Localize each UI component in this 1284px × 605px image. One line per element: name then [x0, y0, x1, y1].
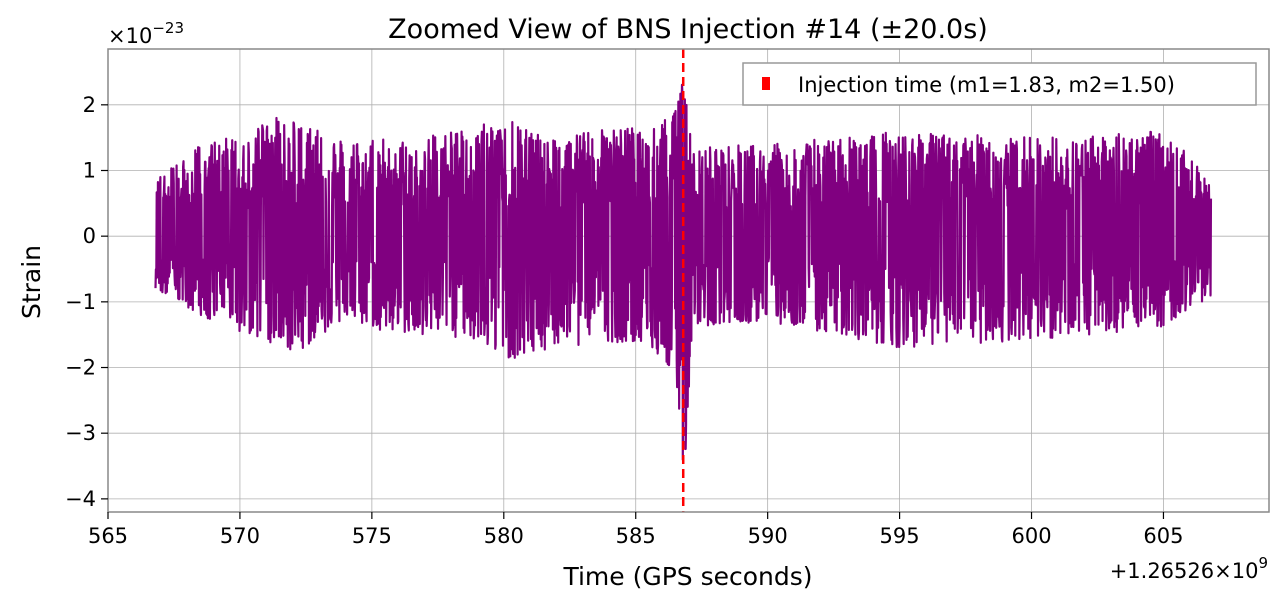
chart-title: Zoomed View of BNS Injection #14 (±20.0s… [388, 14, 988, 45]
x-offset-base: +1.26526×10 [1110, 559, 1259, 583]
y-tick-label: −2 [65, 356, 96, 380]
x-offset-exponent: 9 [1258, 554, 1268, 572]
legend-marker-swatch [762, 77, 770, 90]
y-tick-label: 0 [83, 224, 96, 248]
legend-entry-injection: Injection time (m1=1.83, m2=1.50) [798, 73, 1175, 97]
x-tick-label: 605 [1143, 524, 1183, 548]
y-scale-factor: ×10−23 [108, 19, 184, 48]
x-axis-label: Time (GPS seconds) [562, 562, 812, 591]
y-tick-label: −4 [65, 487, 96, 511]
y-tick-label: 1 [83, 158, 96, 182]
y-axis-label: Strain [17, 245, 46, 319]
y-scale-exponent: −23 [152, 19, 184, 37]
plot-frame [107, 48, 1270, 513]
x-tick-label: 570 [220, 524, 260, 548]
x-tick-label: 580 [484, 524, 524, 548]
x-tick-label: 590 [748, 524, 788, 548]
x-axis-ticks: 565 570 575 580 585 590 595 600 605 [88, 512, 1184, 548]
legend-box [742, 62, 1257, 106]
legend: Injection time (m1=1.83, m2=1.50) [742, 62, 1257, 106]
y-axis-ticks: 2 1 0 −1 −2 −3 −4 [65, 93, 108, 511]
x-tick-label: 575 [352, 524, 392, 548]
x-tick-label: 600 [1011, 524, 1051, 548]
x-tick-label: 585 [616, 524, 656, 548]
y-tick-label: −3 [65, 421, 96, 445]
y-scale-base: ×10 [108, 24, 152, 48]
y-tick-label: 2 [83, 93, 96, 117]
x-offset-annotation: +1.26526×109 [1110, 554, 1268, 583]
x-tick-label: 565 [88, 524, 128, 548]
x-tick-label: 595 [880, 524, 920, 548]
y-tick-label: −1 [65, 290, 96, 314]
